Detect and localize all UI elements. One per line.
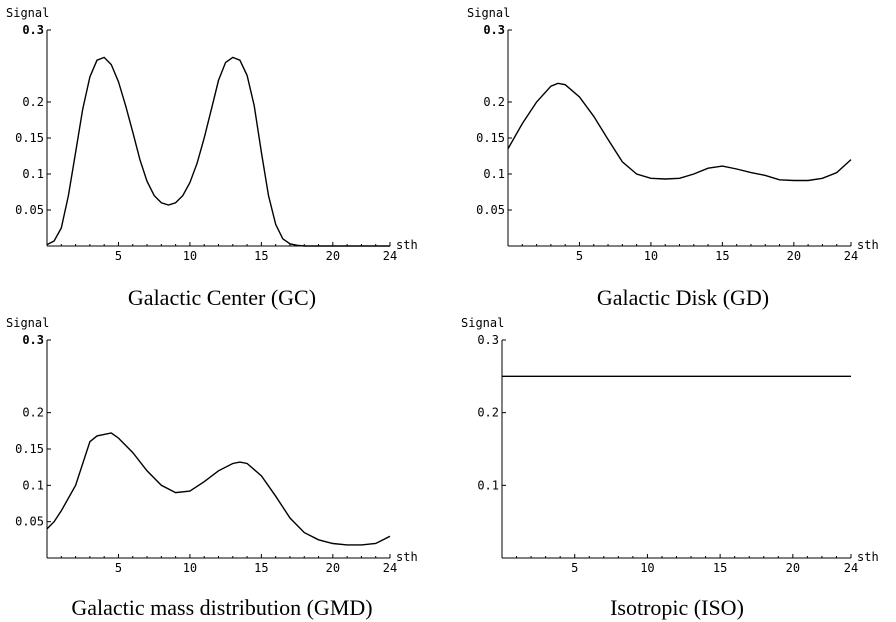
- y-tick-label: 0.15: [15, 442, 44, 456]
- y-tick-label: 0.05: [15, 515, 44, 529]
- y-tick-label: 0.3: [477, 333, 499, 347]
- x-tick-label: 5: [115, 561, 122, 575]
- y-axis-label: Signal: [461, 316, 504, 330]
- x-axis-label: sth: [396, 238, 418, 252]
- y-tick-label: 0.1: [477, 478, 499, 492]
- series-line-1: [46, 432, 391, 546]
- y-tick-label: 0.05: [15, 203, 44, 217]
- x-tick-label: 15: [254, 249, 268, 263]
- y-tick-label: 0.1: [483, 167, 505, 181]
- y-axis-label: Signal: [6, 316, 49, 330]
- y-tick-label: 0.3: [22, 23, 44, 37]
- x-tick-label: 24: [383, 561, 397, 575]
- x-tick-label: 5: [576, 249, 583, 263]
- y-tick-label: 0.15: [476, 131, 505, 145]
- y-tick-label: 0.2: [483, 95, 505, 109]
- x-tick-label: 15: [715, 249, 729, 263]
- chart-panel-4: 5 10 15 20 24 0.1 0.2 0.3 Signal sth Isotropic (IS…: [461, 316, 879, 620]
- chart-title: Galactic Center (GC): [128, 285, 316, 310]
- series-line-1: [46, 56, 390, 247]
- x-axis-label: sth: [857, 238, 879, 252]
- x-tick-label: 24: [844, 561, 858, 575]
- x-tick-label: 20: [786, 561, 800, 575]
- y-tick-label: 0.2: [22, 406, 44, 420]
- y-tick-label: 0.1: [22, 167, 44, 181]
- y-axis-label: Signal: [467, 6, 510, 20]
- y-tick-label: 0.15: [15, 131, 44, 145]
- x-axis-label: sth: [857, 550, 879, 564]
- x-tick-label: 24: [383, 249, 397, 263]
- y-tick-label: 0.3: [22, 333, 44, 347]
- y-tick-label: 0.1: [22, 478, 44, 492]
- x-tick-label: 24: [844, 249, 858, 263]
- x-tick-label: 15: [254, 561, 268, 575]
- x-tick-label: 20: [787, 249, 801, 263]
- x-tick-label: 5: [115, 249, 122, 263]
- y-tick-label: 0.05: [476, 203, 505, 217]
- chart-title: Galactic mass distribution (GMD): [71, 595, 372, 620]
- x-tick-label: 20: [326, 249, 340, 263]
- chart-title: Galactic Disk (GD): [597, 285, 769, 310]
- series-line-1: [507, 82, 852, 182]
- chart-panel-1: 5 10 15 20 24 0.05 0.1 0.15 0.2 0.3 Signal sth Galac…: [6, 6, 418, 310]
- x-tick-label: 15: [713, 561, 727, 575]
- chart-title: Isotropic (ISO): [610, 595, 744, 620]
- x-tick-label: 10: [640, 561, 654, 575]
- chart-panel-3: 5 10 15 20 24 0.05 0.1 0.15 0.2 0.3 Signal sth Galac…: [6, 316, 418, 620]
- x-tick-label: 10: [183, 249, 197, 263]
- y-tick-label: 0.2: [22, 95, 44, 109]
- y-tick-label: 0.3: [483, 23, 505, 37]
- x-tick-label: 10: [644, 249, 658, 263]
- chart-panel-2: 5 10 15 20 24 0.05 0.1 0.15 0.2 0.3 Signal sth Galac…: [467, 6, 879, 310]
- y-tick-label: 0.2: [477, 406, 499, 420]
- x-tick-label: 20: [326, 561, 340, 575]
- y-axis-label: Signal: [6, 6, 49, 20]
- x-tick-label: 10: [183, 561, 197, 575]
- x-axis-label: sth: [396, 550, 418, 564]
- x-tick-label: 5: [571, 561, 578, 575]
